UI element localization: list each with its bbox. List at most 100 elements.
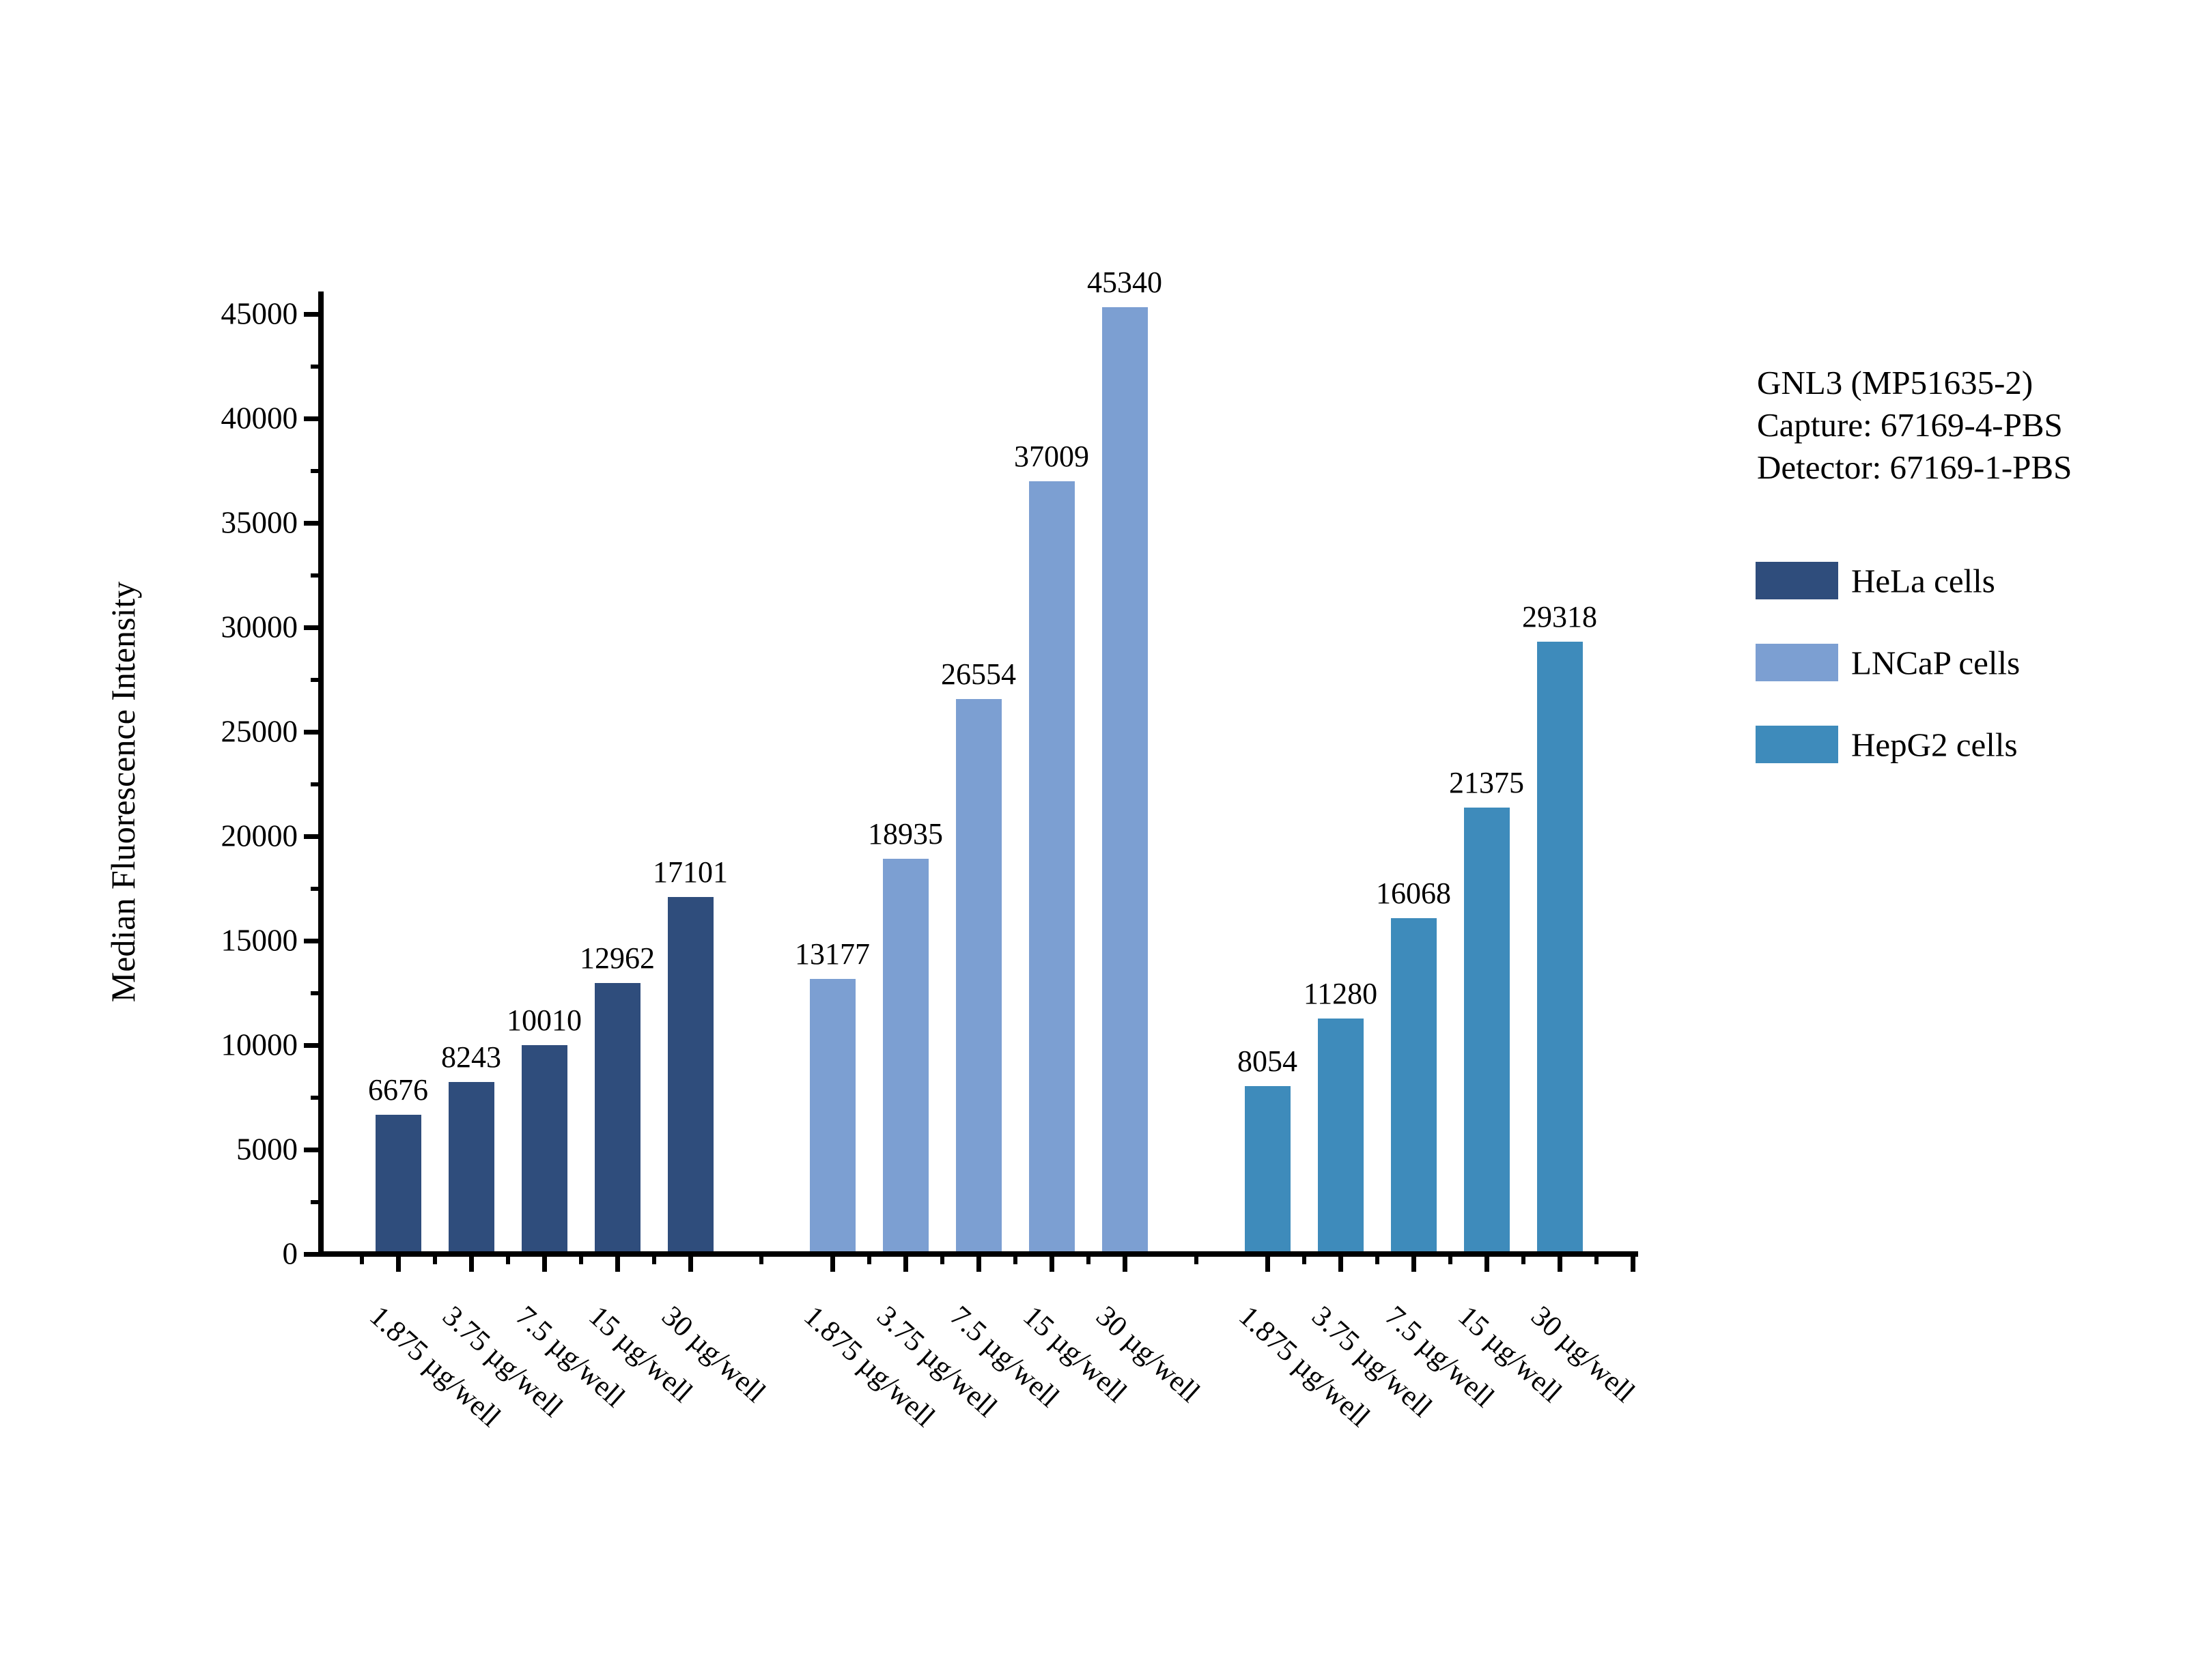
annotation-block: GNL3 (MP51635-2) Capture: 67169-4-PBS De… <box>1757 362 2072 489</box>
y-minor-tick <box>311 886 318 891</box>
y-tick-label: 30000 <box>221 610 298 644</box>
x-major-tick <box>976 1257 981 1272</box>
x-axis-line <box>318 1251 1638 1257</box>
x-major-tick <box>1557 1257 1562 1272</box>
legend-swatch-hepg2-cells <box>1756 726 1838 763</box>
legend-label-hepg2-cells: HepG2 cells <box>1851 726 2018 763</box>
x-major-tick <box>1630 1257 1635 1272</box>
y-tick-label: 5000 <box>236 1132 298 1167</box>
y-tick-label: 10000 <box>221 1027 298 1062</box>
y-minor-tick <box>311 677 318 682</box>
bar-lncap-cells-1.875-g-well <box>809 978 856 1251</box>
x-major-tick <box>615 1257 620 1272</box>
bar-value-label: 11280 <box>1303 976 1378 1010</box>
bar-lncap-cells-7.5-g-well <box>955 699 1002 1251</box>
legend-row-hepg2-cells: HepG2 cells <box>1756 726 2165 763</box>
y-minor-tick <box>311 991 318 995</box>
bar-value-label: 8054 <box>1237 1044 1297 1078</box>
y-major-tick <box>304 520 318 526</box>
x-major-tick <box>541 1257 547 1272</box>
y-major-tick <box>304 938 318 943</box>
bar-hela-cells-7.5-g-well <box>521 1044 567 1251</box>
x-minor-tick <box>1375 1257 1379 1264</box>
y-minor-tick <box>311 468 318 473</box>
x-minor-tick <box>1301 1257 1306 1264</box>
x-minor-tick <box>1521 1257 1525 1264</box>
y-minor-tick <box>311 1095 318 1100</box>
bar-value-label: 37009 <box>1014 439 1089 473</box>
x-minor-tick <box>432 1257 437 1264</box>
bar-value-label: 18935 <box>868 816 943 851</box>
x-major-tick <box>1411 1257 1416 1272</box>
bar-hepg2-cells-1.875-g-well <box>1244 1085 1291 1251</box>
bar-lncap-cells-15-g-well <box>1028 481 1075 1251</box>
x-major-tick <box>1338 1257 1343 1272</box>
bar-hepg2-cells-7.5-g-well <box>1390 918 1437 1251</box>
y-minor-tick <box>311 1199 318 1204</box>
x-minor-tick <box>867 1257 871 1264</box>
x-minor-tick <box>1448 1257 1452 1264</box>
legend: HeLa cells LNCaP cells HepG2 cells <box>1756 562 2165 767</box>
y-minor-tick <box>311 364 318 369</box>
y-tick-label: 25000 <box>221 714 298 749</box>
legend-swatch-hela-cells <box>1756 562 1838 599</box>
legend-swatch-lncap-cells <box>1756 644 1838 681</box>
bar-hela-cells-1.875-g-well <box>375 1114 421 1251</box>
legend-label-hela-cells: HeLa cells <box>1851 562 1995 599</box>
x-minor-tick <box>1013 1257 1017 1264</box>
x-major-tick <box>688 1257 693 1272</box>
bar-value-label: 16068 <box>1376 877 1451 911</box>
bar-hepg2-cells-30-g-well <box>1536 641 1583 1251</box>
x-minor-tick <box>759 1257 763 1264</box>
x-major-tick <box>830 1257 835 1272</box>
bar-hepg2-cells-3.75-g-well <box>1317 1018 1364 1251</box>
x-major-tick <box>1265 1257 1270 1272</box>
y-tick-label: 15000 <box>221 923 298 958</box>
y-major-tick <box>304 729 318 735</box>
bar-value-label: 26554 <box>941 657 1016 692</box>
bar-hela-cells-30-g-well <box>667 896 714 1251</box>
bar-value-label: 45340 <box>1087 265 1162 299</box>
bar-lncap-cells-3.75-g-well <box>882 858 929 1251</box>
x-minor-tick <box>651 1257 656 1264</box>
x-major-tick <box>903 1257 908 1272</box>
y-major-tick <box>304 311 318 317</box>
bar-value-label: 12962 <box>580 941 655 976</box>
annotation-line-3: Detector: 67169-1-PBS <box>1757 449 2072 486</box>
x-minor-tick <box>1594 1257 1599 1264</box>
bar-value-label: 29318 <box>1522 599 1597 633</box>
y-major-tick <box>304 625 318 630</box>
y-tick-label: 40000 <box>221 401 298 436</box>
legend-row-lncap-cells: LNCaP cells <box>1756 644 2165 681</box>
x-minor-tick <box>505 1257 510 1264</box>
y-tick-label: 20000 <box>221 818 298 853</box>
bar-value-label: 10010 <box>507 1003 582 1037</box>
x-major-tick <box>1122 1257 1127 1272</box>
y-axis-line <box>318 291 324 1257</box>
x-major-tick <box>468 1257 474 1272</box>
x-major-tick <box>1484 1257 1489 1272</box>
x-minor-tick <box>940 1257 944 1264</box>
annotation-line-1: GNL3 (MP51635-2) <box>1757 364 2033 401</box>
x-major-tick <box>1049 1257 1054 1272</box>
x-minor-tick <box>1086 1257 1090 1264</box>
y-tick-label: 35000 <box>221 505 298 540</box>
y-major-tick <box>304 1042 318 1048</box>
bar-hela-cells-3.75-g-well <box>448 1081 494 1251</box>
y-major-tick <box>304 1147 318 1152</box>
bar-value-label: 6676 <box>368 1072 428 1107</box>
legend-row-hela-cells: HeLa cells <box>1756 562 2165 599</box>
legend-label-lncap-cells: LNCaP cells <box>1851 644 2021 681</box>
bar-value-label: 21375 <box>1449 765 1524 799</box>
bar-value-label: 17101 <box>653 855 728 889</box>
bar-value-label: 8243 <box>441 1040 501 1074</box>
y-major-tick <box>304 1251 318 1257</box>
bar-hela-cells-15-g-well <box>594 983 640 1251</box>
y-major-tick <box>304 416 318 421</box>
bar-hepg2-cells-15-g-well <box>1463 807 1510 1251</box>
y-tick-label: 0 <box>282 1236 298 1271</box>
x-major-tick <box>395 1257 401 1272</box>
y-minor-tick <box>311 573 318 578</box>
